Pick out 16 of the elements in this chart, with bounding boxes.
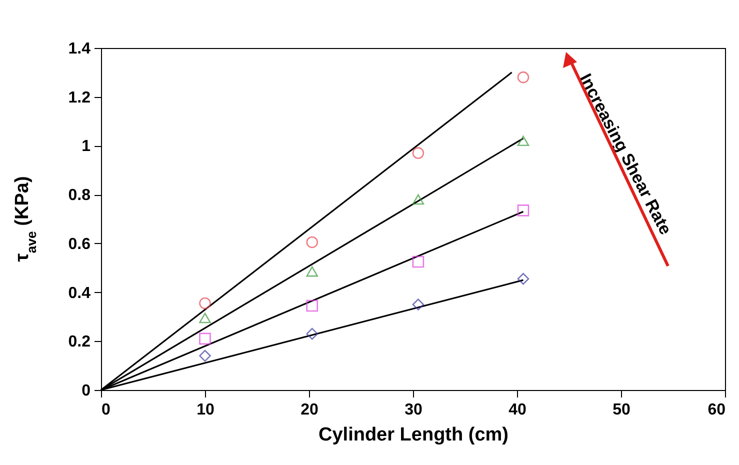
x-tick-label: 20 — [300, 402, 318, 418]
x-tick-label: 10 — [196, 402, 214, 418]
y-tick-label: 1.2 — [68, 89, 91, 106]
x-tick-label: 40 — [508, 402, 526, 418]
y-tick-label: 0.4 — [68, 284, 91, 302]
x-tick-label: 60 — [708, 402, 726, 418]
y-tick-label: 1.4 — [68, 40, 91, 58]
y-tick-label: 1 — [82, 138, 91, 156]
x-tick-label: 30 — [404, 402, 422, 418]
y-tick-label: 0.8 — [68, 187, 91, 204]
x-tick-label: 0 — [102, 402, 110, 418]
x-axis-title: Cylinder Length (cm) — [318, 424, 509, 446]
x-tick-label: 50 — [612, 402, 630, 418]
y-tick-label: 0 — [82, 382, 91, 400]
y-tick-label: 0.2 — [68, 334, 91, 351]
y-tick-label: 0.6 — [68, 236, 91, 253]
